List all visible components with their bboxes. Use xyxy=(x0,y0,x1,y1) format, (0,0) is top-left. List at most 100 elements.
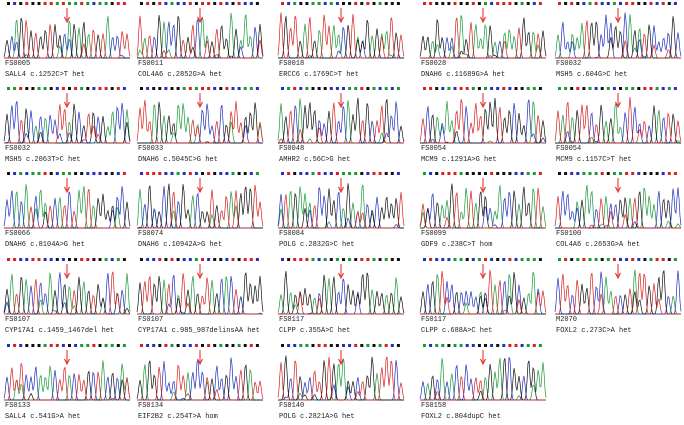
sample-id: FS0107 xyxy=(138,316,163,324)
base-call xyxy=(538,344,542,347)
chromatogram-panel: FS0100 COL4A6 c.2653G>A het xyxy=(554,172,682,249)
base-call xyxy=(287,258,291,261)
base-call xyxy=(508,344,512,347)
base-call xyxy=(526,87,530,90)
base-call xyxy=(594,258,598,261)
base-call xyxy=(655,2,659,5)
base-call xyxy=(116,87,120,90)
base-call xyxy=(502,172,506,175)
arrow-head xyxy=(480,358,486,366)
base-call xyxy=(459,344,463,347)
base-call xyxy=(484,87,487,90)
chromatogram-panel: FS0032 MSH5 c.2063T>C het xyxy=(3,87,131,164)
base-call xyxy=(477,258,481,261)
trace xyxy=(278,192,405,229)
trace xyxy=(137,273,263,315)
trace xyxy=(278,293,404,315)
base-call xyxy=(305,87,309,90)
base-call xyxy=(484,2,487,5)
base-call xyxy=(576,172,580,175)
variant-caption: GDF9 c.238C>T hom xyxy=(421,241,492,249)
base-call xyxy=(287,2,291,5)
base-call xyxy=(164,2,168,5)
base-call xyxy=(92,258,96,261)
sample-id: FS0028 xyxy=(421,60,446,68)
base-call xyxy=(526,258,530,261)
base-call xyxy=(348,87,352,90)
base-call xyxy=(61,258,65,261)
base-call xyxy=(508,87,512,90)
base-call xyxy=(293,87,297,90)
base-call xyxy=(201,87,204,90)
base-call xyxy=(74,344,78,347)
arrow-head xyxy=(615,272,621,280)
trace xyxy=(3,276,131,315)
base-call xyxy=(299,344,303,347)
base-call xyxy=(281,87,284,90)
base-call xyxy=(526,344,530,347)
base-call xyxy=(502,2,506,5)
base-call xyxy=(564,258,568,261)
base-call xyxy=(7,172,10,175)
base-call xyxy=(423,87,426,90)
arrow-head xyxy=(615,186,621,194)
base-call xyxy=(201,2,204,5)
base-call xyxy=(435,172,439,175)
base-call xyxy=(55,2,59,5)
base-call xyxy=(37,258,41,261)
sample-id: FS0158 xyxy=(421,402,446,410)
base-call xyxy=(329,344,333,347)
base-call xyxy=(429,258,433,261)
base-call xyxy=(219,172,223,175)
base-call xyxy=(237,258,241,261)
base-call xyxy=(86,258,90,261)
base-call xyxy=(378,2,382,5)
base-call xyxy=(207,172,211,175)
base-call xyxy=(98,87,102,90)
variant-caption: FOXL2 c.804dupC het xyxy=(421,413,501,421)
base-call xyxy=(335,172,339,175)
base-call xyxy=(243,258,247,261)
base-call xyxy=(7,258,10,261)
base-call xyxy=(255,258,259,261)
base-call xyxy=(637,258,641,261)
base-call xyxy=(68,258,71,261)
base-call xyxy=(255,2,259,5)
base-call xyxy=(31,344,35,347)
base-call xyxy=(49,258,53,261)
trace xyxy=(4,20,131,59)
base-call xyxy=(496,344,500,347)
base-call xyxy=(600,258,604,261)
base-call xyxy=(13,172,17,175)
base-call xyxy=(637,87,641,90)
trace xyxy=(555,272,681,315)
base-call xyxy=(98,172,102,175)
base-call xyxy=(606,2,610,5)
trace xyxy=(136,360,263,401)
base-call xyxy=(194,344,198,347)
arrow-head xyxy=(197,16,203,24)
chromatogram-panel: FS0084 POLG c.2832G>C het xyxy=(277,172,405,249)
chromatogram-panel: FS0048 AMHR2 c.56C>G het xyxy=(277,87,405,164)
base-call xyxy=(299,172,303,175)
variant-caption: SALL4 c.1252C>T het xyxy=(5,71,85,79)
base-call xyxy=(213,344,217,347)
base-call xyxy=(655,87,659,90)
base-call xyxy=(396,172,400,175)
base-call xyxy=(490,344,494,347)
trace xyxy=(137,364,264,401)
base-call xyxy=(429,344,433,347)
base-call xyxy=(354,87,358,90)
base-call xyxy=(649,87,653,90)
base-call xyxy=(281,258,284,261)
base-call xyxy=(490,258,494,261)
base-call xyxy=(170,87,174,90)
base-call xyxy=(237,87,241,90)
base-call xyxy=(249,2,253,5)
base-call xyxy=(176,2,180,5)
base-call xyxy=(348,258,352,261)
base-call xyxy=(207,2,211,5)
variant-caption: ERCC6 c.1769C>T het xyxy=(279,71,359,79)
base-call xyxy=(619,2,622,5)
